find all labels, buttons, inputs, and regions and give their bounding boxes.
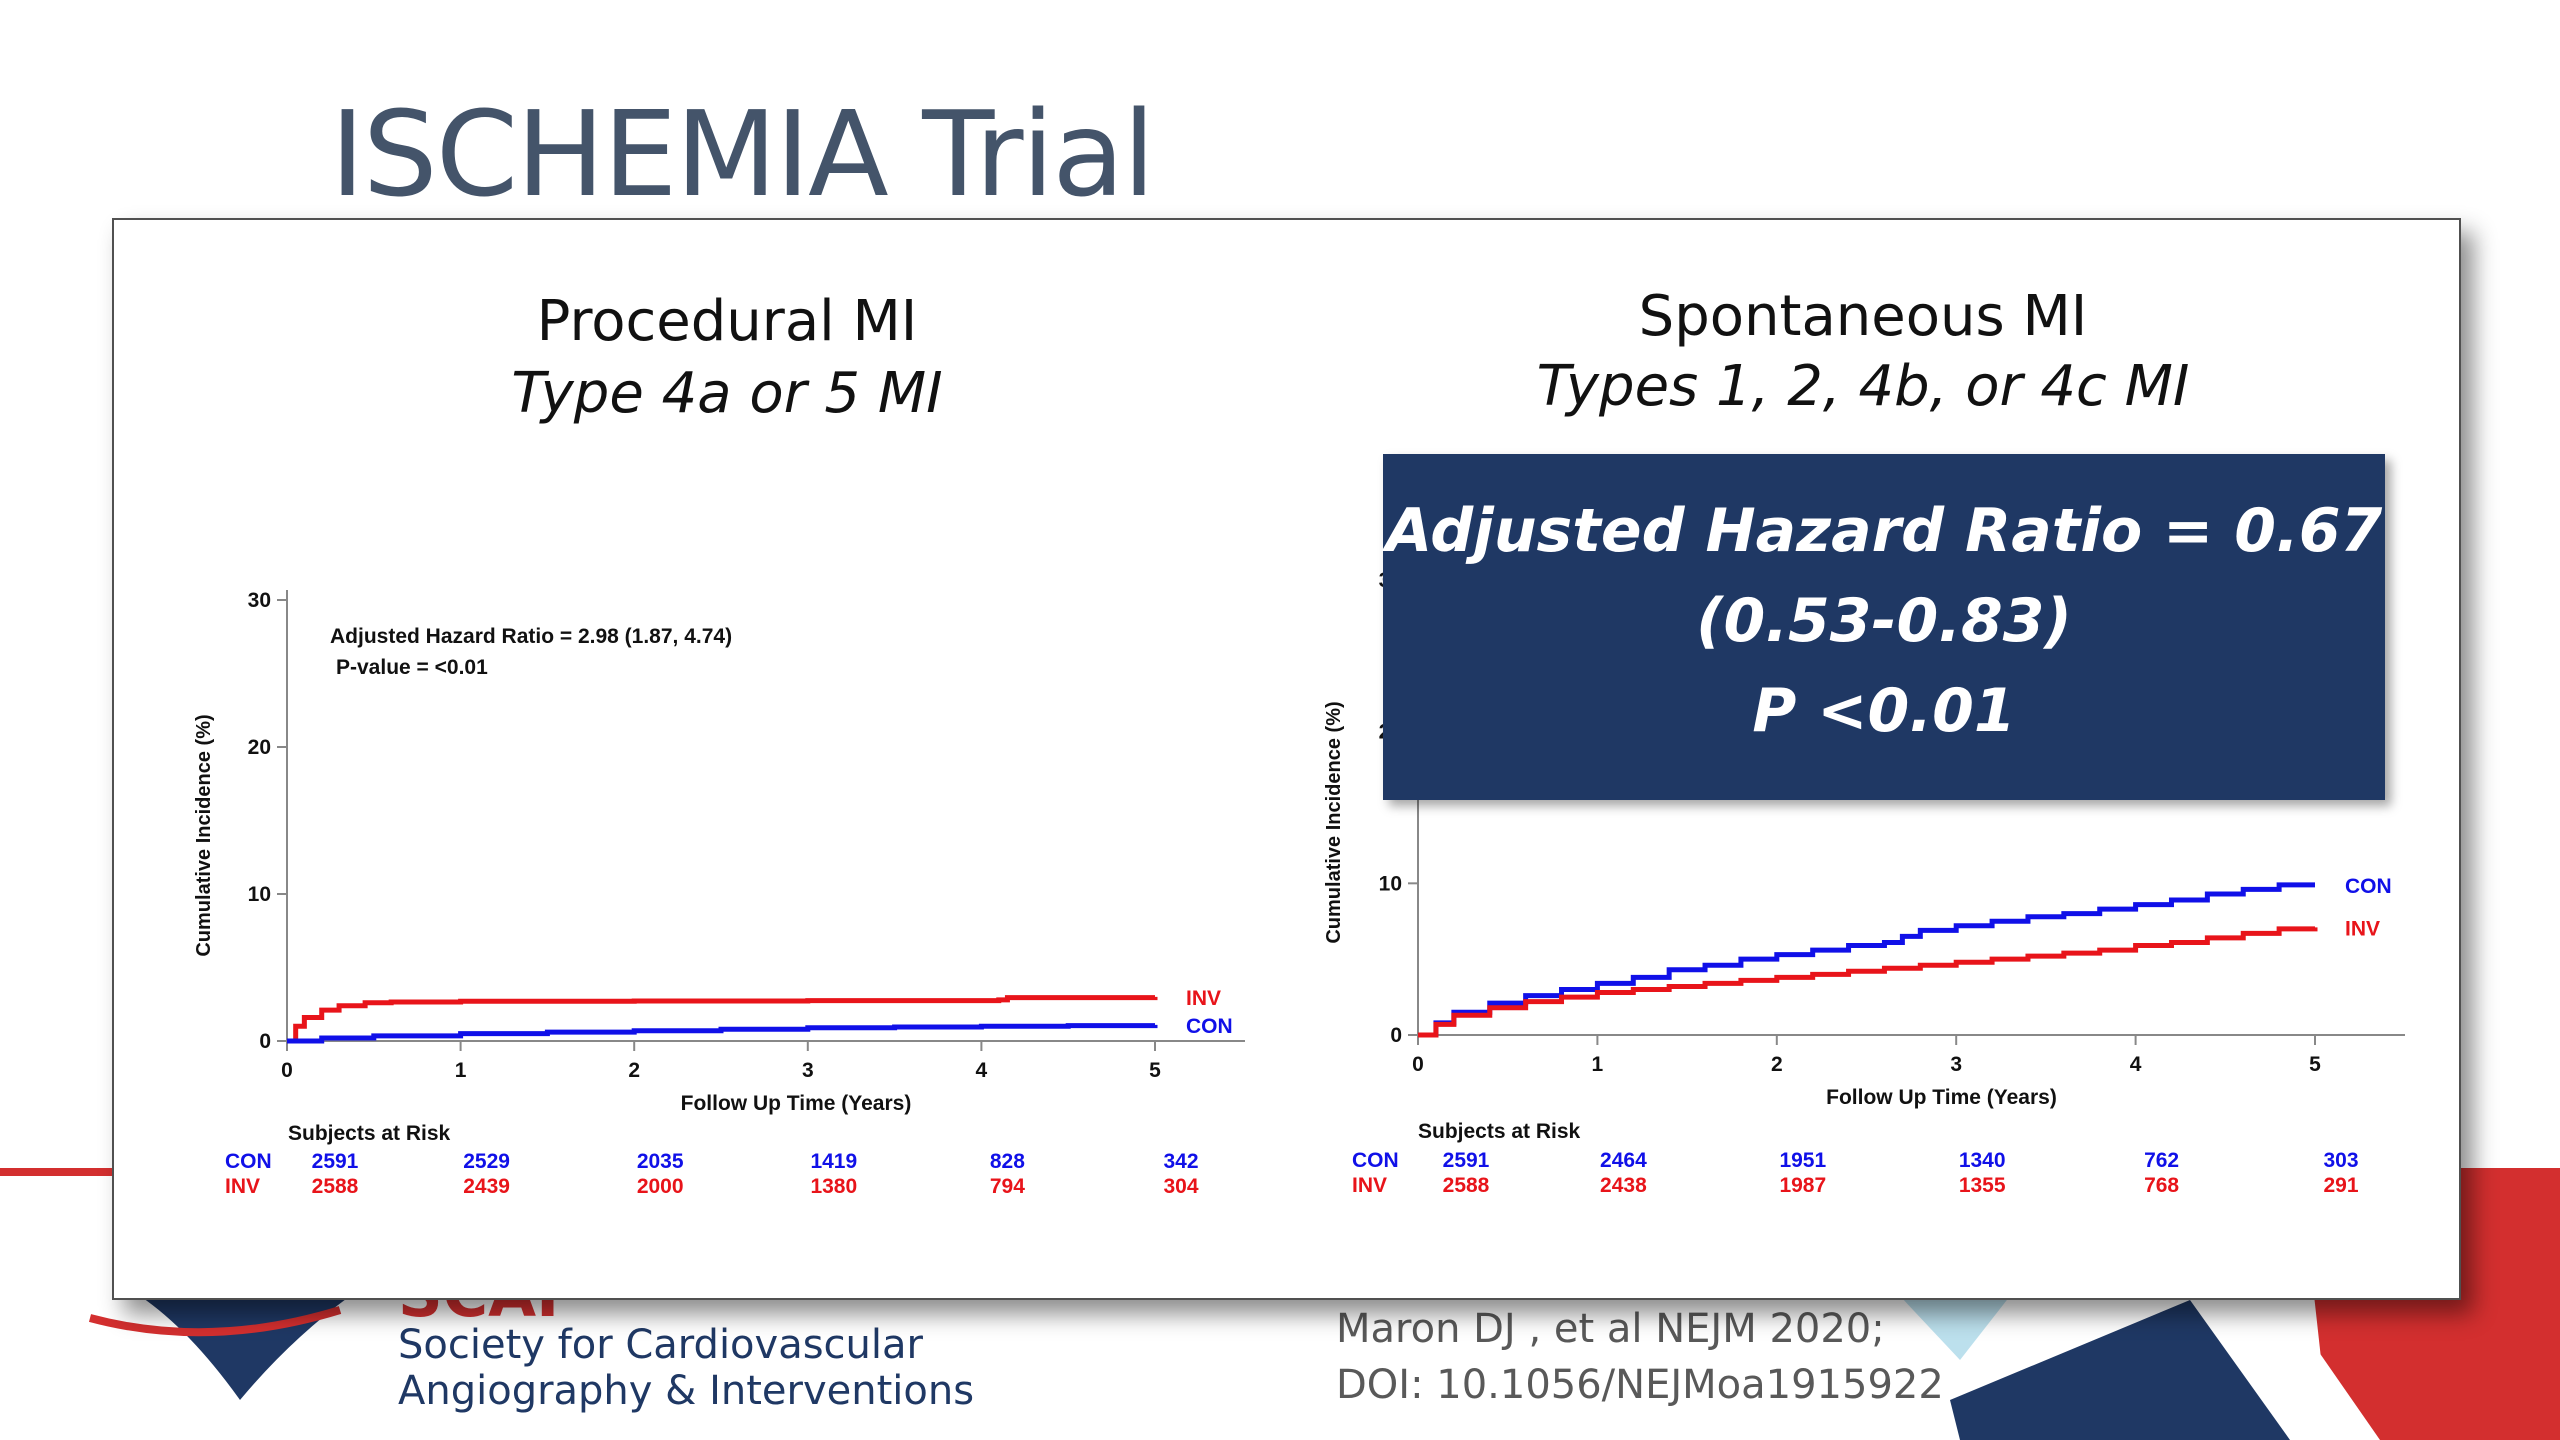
chart-annotation: Adjusted Hazard Ratio = 2.98 (1.87, 4.74…	[330, 625, 732, 648]
risk-value: 2439	[463, 1175, 510, 1198]
logo-text-line1: Society for Cardiovascular	[398, 1322, 923, 1368]
y-tick-label: 10	[1379, 872, 1402, 895]
hazard-ratio-callout: Adjusted Hazard Ratio = 0.67 (0.53-0.83)…	[1383, 454, 2385, 800]
x-tick-label: 3	[802, 1059, 814, 1082]
right-light-blue-shape	[1900, 1296, 2010, 1360]
chart-title: Spontaneous MI	[1639, 284, 2088, 349]
y-tick-label: 0	[259, 1030, 271, 1053]
risk-value: 794	[990, 1175, 1025, 1198]
risk-value: 303	[2323, 1149, 2358, 1172]
risk-value: 1419	[810, 1150, 857, 1173]
risk-value: 1340	[1959, 1149, 2006, 1172]
right-navy-shape	[1950, 1300, 2290, 1440]
x-tick-label: 1	[455, 1059, 467, 1082]
risk-value: 291	[2323, 1174, 2358, 1197]
risk-value: 2591	[1443, 1149, 1490, 1172]
x-tick-label: 1	[1592, 1053, 1604, 1076]
series-end-label-inv: INV	[1186, 987, 1221, 1010]
chart-subtitle: Types 1, 2, 4b, or 4c MI	[1537, 354, 2190, 419]
risk-value: 768	[2144, 1174, 2179, 1197]
risk-value: 2529	[463, 1150, 510, 1173]
risk-value: 1355	[1959, 1174, 2006, 1197]
x-axis-label: Follow Up Time (Years)	[1826, 1086, 2057, 1109]
y-tick-label: 20	[248, 736, 271, 759]
right-white-stripe	[2200, 1296, 2380, 1440]
risk-value: 2591	[312, 1150, 359, 1173]
citation-line1: Maron DJ , et al NEJM 2020;	[1336, 1306, 1885, 1352]
risk-value: 1380	[810, 1175, 857, 1198]
y-axis-label: Cumulative Incidence (%)	[1323, 701, 1345, 943]
y-axis-label: Cumulative Incidence (%)	[193, 714, 215, 956]
callout-line3: P <0.01	[1752, 676, 2016, 746]
callout-line2: (0.53-0.83)	[1696, 586, 2072, 656]
x-tick-label: 4	[2130, 1053, 2142, 1076]
left-red-stripe	[0, 1168, 112, 1176]
risk-row-label: INV	[1352, 1174, 1387, 1197]
citation-line2: DOI: 10.1056/NEJMoa1915922	[1336, 1362, 1944, 1408]
x-tick-label: 0	[1412, 1053, 1424, 1076]
y-tick-label: 0	[1390, 1024, 1402, 1047]
scai-logo-swoosh	[88, 1306, 342, 1337]
risk-value: 2588	[1443, 1174, 1490, 1197]
risk-value: 304	[1163, 1175, 1198, 1198]
chart-annotation: P-value = <0.01	[336, 656, 488, 679]
series-line-inv	[287, 995, 1158, 1044]
risk-row-label: CON	[225, 1150, 272, 1173]
x-tick-label: 4	[976, 1059, 988, 1082]
risk-value: 2438	[1600, 1174, 1647, 1197]
risk-value: 1987	[1779, 1174, 1826, 1197]
risk-value: 342	[1163, 1150, 1198, 1173]
callout-line1: Adjusted Hazard Ratio = 0.67	[1385, 496, 2383, 566]
y-tick-label: 10	[248, 883, 271, 906]
risk-value: 1951	[1779, 1149, 1826, 1172]
x-tick-label: 2	[1771, 1053, 1783, 1076]
risk-value: 2464	[1600, 1149, 1647, 1172]
risk-value: 2000	[637, 1175, 684, 1198]
series-line-con	[1418, 882, 2315, 1038]
risk-table-title: Subjects at Risk	[288, 1122, 451, 1145]
series-line-con	[287, 1023, 1158, 1044]
x-tick-label: 0	[281, 1059, 293, 1082]
chart-title: Procedural MI	[537, 289, 918, 354]
x-axis-label: Follow Up Time (Years)	[681, 1092, 912, 1115]
y-tick-label: 30	[248, 589, 271, 612]
risk-row-label: INV	[225, 1175, 260, 1198]
series-end-label-inv: INV	[2345, 917, 2380, 940]
logo-text-line2: Angiography & Interventions	[398, 1368, 975, 1414]
risk-table-title: Subjects at Risk	[1418, 1120, 1581, 1143]
risk-value: 762	[2144, 1149, 2179, 1172]
x-tick-label: 5	[1149, 1059, 1161, 1082]
risk-row-label: CON	[1352, 1149, 1399, 1172]
risk-value: 2588	[312, 1175, 359, 1198]
x-tick-label: 2	[628, 1059, 640, 1082]
risk-value: 2035	[637, 1150, 684, 1173]
x-tick-label: 5	[2309, 1053, 2321, 1076]
chart-subtitle: Type 4a or 5 MI	[511, 361, 942, 426]
series-end-label-con: CON	[1186, 1015, 1233, 1038]
x-tick-label: 3	[1950, 1053, 1962, 1076]
series-end-label-con: CON	[2345, 875, 2392, 898]
risk-value: 828	[990, 1150, 1025, 1173]
series-line-inv	[1418, 926, 2318, 1038]
slide-title: ISCHEMIA Trial	[330, 85, 1155, 223]
